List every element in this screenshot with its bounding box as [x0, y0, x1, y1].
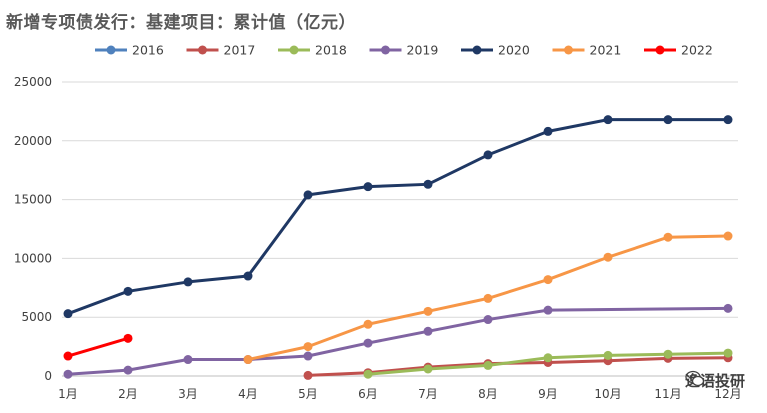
x-tick-label: 8月: [478, 387, 498, 401]
x-tick-label: 2月: [118, 387, 138, 401]
x-tick-label: 6月: [358, 387, 378, 401]
x-tick-label: 12月: [714, 387, 741, 401]
data-point: [303, 351, 313, 361]
series-2019: [63, 303, 733, 379]
legend-swatch-marker: [564, 45, 573, 55]
data-point: [423, 364, 433, 374]
wechat-icon: [685, 370, 705, 387]
legend-label: 2017: [224, 43, 256, 58]
series-2022: [63, 333, 133, 361]
legend-swatch-marker: [106, 45, 116, 55]
chart-title: 新增专项债发行：基建项目：累计值（亿元）: [6, 13, 356, 33]
y-tick-label: 0: [44, 369, 52, 383]
data-point: [363, 319, 373, 329]
data-point: [123, 333, 133, 343]
data-point: [63, 309, 73, 319]
data-point: [363, 338, 373, 348]
data-point: [663, 349, 673, 359]
x-tick-label: 10月: [594, 387, 621, 401]
series-line: [66, 336, 130, 358]
x-tick-label: 9月: [538, 387, 558, 401]
data-point: [123, 365, 133, 375]
data-point: [543, 305, 553, 315]
legend: 2016 2017 2018 2019 2020 2021 2022: [95, 43, 713, 58]
legend-label: 2020: [498, 43, 530, 58]
data-point: [243, 355, 253, 365]
axes: 0 5000 10000 15000 20000 25000 1月 2月 3月 4月 5月 6月 7月 8…: [14, 75, 742, 401]
y-tick-label: 10000: [14, 251, 52, 265]
legend-item-2021: 2021: [552, 43, 622, 58]
legend-item-2022: 2022: [644, 43, 713, 58]
legend-label: 2021: [590, 43, 622, 58]
x-tick-label: 4月: [238, 387, 258, 401]
x-tick-label: 5月: [298, 387, 318, 401]
x-tick-label: 7月: [418, 387, 438, 401]
series-line: [66, 306, 730, 376]
legend-swatch-marker: [198, 45, 207, 55]
legend-item-2020: 2020: [461, 43, 530, 58]
data-point: [423, 179, 433, 189]
data-point: [483, 293, 493, 303]
series-2021: [243, 231, 733, 365]
data-point: [603, 115, 613, 125]
data-point: [423, 306, 433, 316]
legend-label: 2018: [315, 43, 347, 58]
data-point: [483, 315, 493, 325]
x-tick-label: 1月: [58, 387, 78, 401]
data-point: [303, 342, 313, 352]
y-tick-label: 5000: [21, 310, 52, 324]
y-tick-label: 15000: [14, 193, 52, 207]
legend-swatch-marker: [655, 45, 665, 55]
data-point: [543, 353, 553, 363]
legend-label: 2019: [407, 43, 439, 58]
data-point: [603, 252, 613, 262]
x-tick-label: 3月: [178, 387, 198, 401]
data-point: [723, 303, 733, 313]
legend-item-2018: 2018: [278, 43, 347, 58]
watermark: 逸语投研: [685, 370, 745, 391]
data-point: [303, 190, 313, 200]
legend-swatch-marker: [289, 45, 299, 55]
data-point: [123, 286, 133, 296]
legend-swatch-marker: [381, 45, 390, 55]
data-point: [183, 277, 193, 287]
data-point: [543, 126, 553, 136]
data-point: [723, 348, 733, 358]
legend-swatch-marker: [472, 45, 482, 55]
y-tick-label: 20000: [14, 134, 52, 148]
data-point: [483, 360, 493, 370]
data-point: [363, 182, 373, 192]
data-point: [363, 369, 373, 379]
gridlines: [62, 81, 738, 318]
legend-label: 2022: [681, 43, 713, 58]
data-point: [63, 351, 73, 361]
series-line: [66, 118, 730, 316]
data-point: [423, 326, 433, 336]
series-layer: [63, 115, 733, 380]
legend-item-2016: 2016: [95, 43, 164, 58]
legend-item-2019: 2019: [369, 43, 439, 58]
data-point: [543, 275, 553, 285]
data-point: [723, 115, 733, 125]
data-point: [663, 115, 673, 125]
data-point: [603, 350, 613, 360]
data-point: [183, 355, 193, 365]
y-tick-label: 25000: [14, 75, 52, 89]
data-point: [663, 232, 673, 242]
data-point: [303, 370, 313, 380]
x-tick-label: 11月: [654, 387, 681, 401]
series-2018: [363, 348, 733, 379]
data-point: [723, 231, 733, 241]
data-point: [243, 271, 253, 281]
legend-item-2017: 2017: [186, 43, 256, 58]
data-point: [483, 150, 493, 160]
data-point: [63, 369, 73, 379]
legend-label: 2016: [132, 43, 164, 58]
series-2020: [63, 115, 733, 319]
